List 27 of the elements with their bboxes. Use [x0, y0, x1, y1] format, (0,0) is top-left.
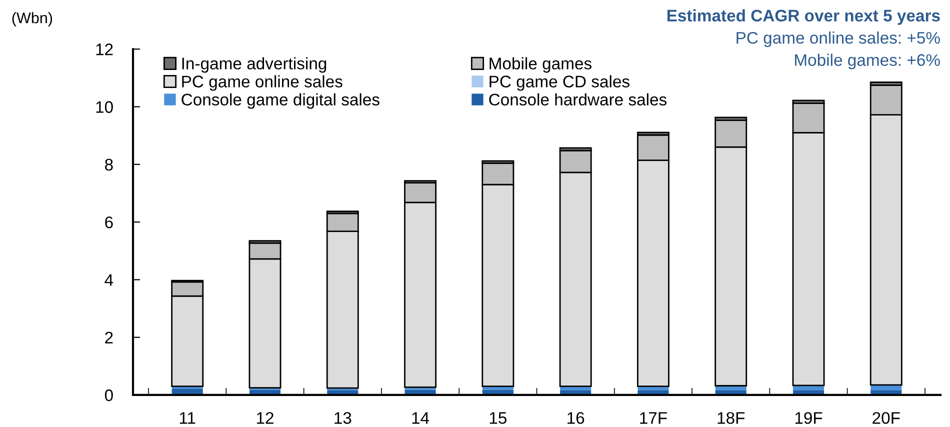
- text: PC game online sales: +5%: [736, 32, 940, 48]
- legend-label: Console game digital sales: [182, 93, 380, 109]
- x-tick-label: 14: [412, 412, 430, 424]
- y-tick-label: 8: [105, 158, 113, 171]
- x-tick-label: 19F: [795, 412, 822, 424]
- y-axis-title: (Wbn): [12, 12, 52, 26]
- y-tick-label: 0: [104, 389, 113, 402]
- text: Estimated CAGR over next 5 years: [667, 9, 940, 25]
- x-tick-label: 17F: [640, 412, 667, 424]
- x-tick-label: 11: [180, 412, 196, 424]
- x-tick-label: 13: [334, 412, 352, 424]
- legend-label: In-game advertising: [182, 57, 326, 73]
- x-tick-label: 16: [568, 412, 584, 424]
- legend-label: PC game CD sales: [490, 75, 630, 91]
- x-tick-label: 20F: [872, 412, 900, 424]
- x-tick-label: 12: [257, 412, 274, 424]
- y-tick-label: 4: [104, 274, 114, 286]
- annotation: Mobile games: +6%: [795, 54, 940, 70]
- x-tick-label: 15: [490, 412, 506, 424]
- y-tick-label: 6: [105, 216, 113, 228]
- y-tick-label: 12: [96, 44, 113, 56]
- legend-label: Console hardware sales: [489, 93, 667, 106]
- y-tick-label: 2: [105, 332, 113, 344]
- legend-label: Mobile games: [490, 57, 592, 73]
- x-tick-label: 18F: [718, 412, 745, 424]
- y-tick-label: 10: [96, 101, 113, 113]
- legend-label: PC game online sales: [182, 75, 342, 91]
